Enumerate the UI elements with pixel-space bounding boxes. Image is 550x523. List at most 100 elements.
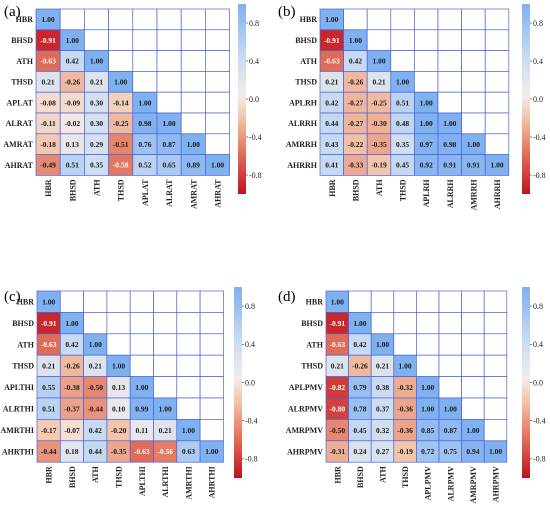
- column-label: AHRTHI: [208, 466, 217, 498]
- cell-value: -0.44: [87, 404, 103, 413]
- colorbar-tick-label: -0.4: [533, 417, 546, 426]
- column-label: AMRTHI: [184, 466, 193, 500]
- cell-value: 0.87: [444, 426, 457, 435]
- column-label: BHSD: [68, 179, 77, 201]
- row-label: ATH: [16, 57, 34, 66]
- empty-cell: [205, 91, 230, 114]
- cell-value: -0.22: [348, 140, 364, 149]
- cell-value: 1.00: [112, 362, 125, 371]
- empty-cell: [180, 71, 206, 93]
- cell-value: 1.00: [396, 78, 409, 87]
- cell-value: -0.91: [324, 36, 340, 45]
- cell-value: 0.72: [421, 447, 434, 456]
- cell-value: -0.18: [40, 140, 56, 149]
- empty-cell: [416, 354, 440, 377]
- empty-cell: [132, 71, 158, 93]
- empty-cell: [438, 376, 462, 399]
- cell-value: -0.30: [371, 119, 387, 128]
- empty-cell: [484, 8, 510, 31]
- cell-value: -0.33: [348, 161, 364, 170]
- empty-cell: [156, 29, 182, 51]
- cell-value: 1.00: [420, 119, 433, 128]
- panel-c: (c) 1.00 -0.91 1.00 -0.63 0.42 1.00 0.21 -0.26 0.…: [1, 287, 258, 500]
- cell-value: -0.49: [40, 161, 56, 170]
- cell-value: 1.00: [114, 78, 127, 87]
- panel-b: (b) 1.00 -0.91 1.00 -0.63 0.42 1.00 0.21 -0.26 0.…: [278, 4, 546, 211]
- cell-value: 0.42: [66, 57, 79, 66]
- empty-cell: [461, 112, 486, 135]
- cell-value: 0.21: [42, 362, 55, 371]
- empty-cell: [106, 290, 131, 313]
- cell-value: 0.10: [112, 404, 125, 413]
- empty-cell: [483, 376, 508, 399]
- cell-value: 1.00: [331, 297, 344, 306]
- cell-value: 0.65: [163, 161, 176, 170]
- row-label: APLAT: [6, 98, 33, 107]
- empty-cell: [483, 419, 508, 442]
- empty-cell: [461, 376, 485, 399]
- colorbar: [522, 287, 530, 478]
- column-label: HBR: [328, 179, 337, 197]
- cell-value: 0.42: [353, 340, 366, 349]
- cell-value: 0.44: [89, 447, 102, 456]
- cell-value: 1.00: [489, 447, 502, 456]
- cell-value: 0.48: [396, 119, 409, 128]
- cell-value: 0.27: [376, 447, 389, 456]
- cell-value: 0.21: [376, 362, 389, 371]
- cell-value: 0.30: [90, 98, 103, 107]
- empty-cell: [199, 312, 224, 335]
- heatmap-cell: [199, 440, 224, 463]
- cell-value: 0.42: [89, 426, 102, 435]
- cell-value: 0.35: [90, 161, 103, 170]
- cell-value: 1.00: [205, 447, 218, 456]
- row-label: BHSD: [11, 36, 33, 45]
- empty-cell: [176, 290, 201, 313]
- cell-value: 0.87: [163, 140, 176, 149]
- colorbar-tick-label: -0.4: [245, 417, 258, 426]
- colorbar-tick-label: 0.4: [533, 340, 543, 349]
- colorbar-tick-label: -0.8: [533, 455, 546, 464]
- cell-value: 0.32: [376, 426, 389, 435]
- empty-cell: [438, 354, 462, 377]
- cell-value: 0.42: [65, 340, 78, 349]
- row-label: BHSD: [295, 36, 317, 45]
- column-label: APLTHI: [138, 466, 147, 496]
- cell-value: 0.13: [112, 383, 125, 392]
- empty-cell: [366, 29, 392, 51]
- row-label: ALRAT: [6, 119, 34, 128]
- cell-value: -0.11: [40, 119, 55, 128]
- empty-cell: [416, 312, 440, 335]
- cell-value: 0.98: [138, 119, 151, 128]
- empty-cell: [461, 312, 485, 335]
- column-label: AHRPMV: [492, 466, 501, 502]
- colorbar-tick-label: -0.4: [249, 133, 262, 142]
- cell-value: 1.00: [187, 140, 200, 149]
- cell-value: -0.35: [371, 140, 387, 149]
- cell-value: 0.21: [90, 78, 103, 87]
- row-label: THSD: [301, 362, 323, 371]
- panel-label: (a): [4, 4, 21, 20]
- colorbar-tick-label: 0.0: [533, 378, 543, 387]
- cell-value: 1.00: [90, 57, 103, 66]
- empty-cell: [180, 29, 206, 51]
- cell-value: -0.50: [87, 383, 103, 392]
- column-label: ATH: [375, 179, 384, 197]
- colorbar-tick-label: -0.4: [533, 133, 546, 142]
- empty-cell: [438, 333, 462, 356]
- empty-cell: [108, 29, 134, 51]
- colorbar: [522, 4, 530, 194]
- empty-cell: [59, 8, 85, 31]
- column-label: HBR: [45, 466, 54, 484]
- empty-cell: [393, 312, 417, 335]
- empty-cell: [106, 312, 131, 335]
- cell-value: -0.25: [113, 119, 129, 128]
- cell-value: 0.21: [89, 362, 102, 371]
- empty-cell: [132, 8, 158, 31]
- empty-cell: [461, 290, 485, 313]
- cell-value: 1.00: [159, 404, 172, 413]
- empty-cell: [156, 8, 182, 31]
- cell-value: -0.56: [157, 447, 173, 456]
- column-label: AMRRH: [469, 179, 478, 211]
- empty-cell: [483, 333, 508, 356]
- cell-value: 0.78: [353, 404, 366, 413]
